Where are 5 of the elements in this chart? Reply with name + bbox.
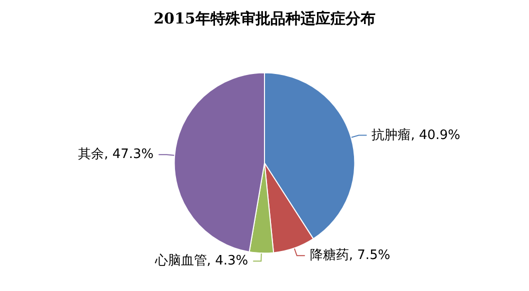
slice-label: 降糖药, 7.5% bbox=[310, 248, 390, 264]
slice-label: 其余, 47.3% bbox=[78, 147, 154, 162]
chart-title: 2015年特殊审批品种适应症分布 bbox=[154, 10, 376, 28]
slice-label: 抗肿瘤, 40.9% bbox=[372, 126, 460, 143]
slice-label: 心脑血管, 4.3% bbox=[154, 252, 248, 269]
